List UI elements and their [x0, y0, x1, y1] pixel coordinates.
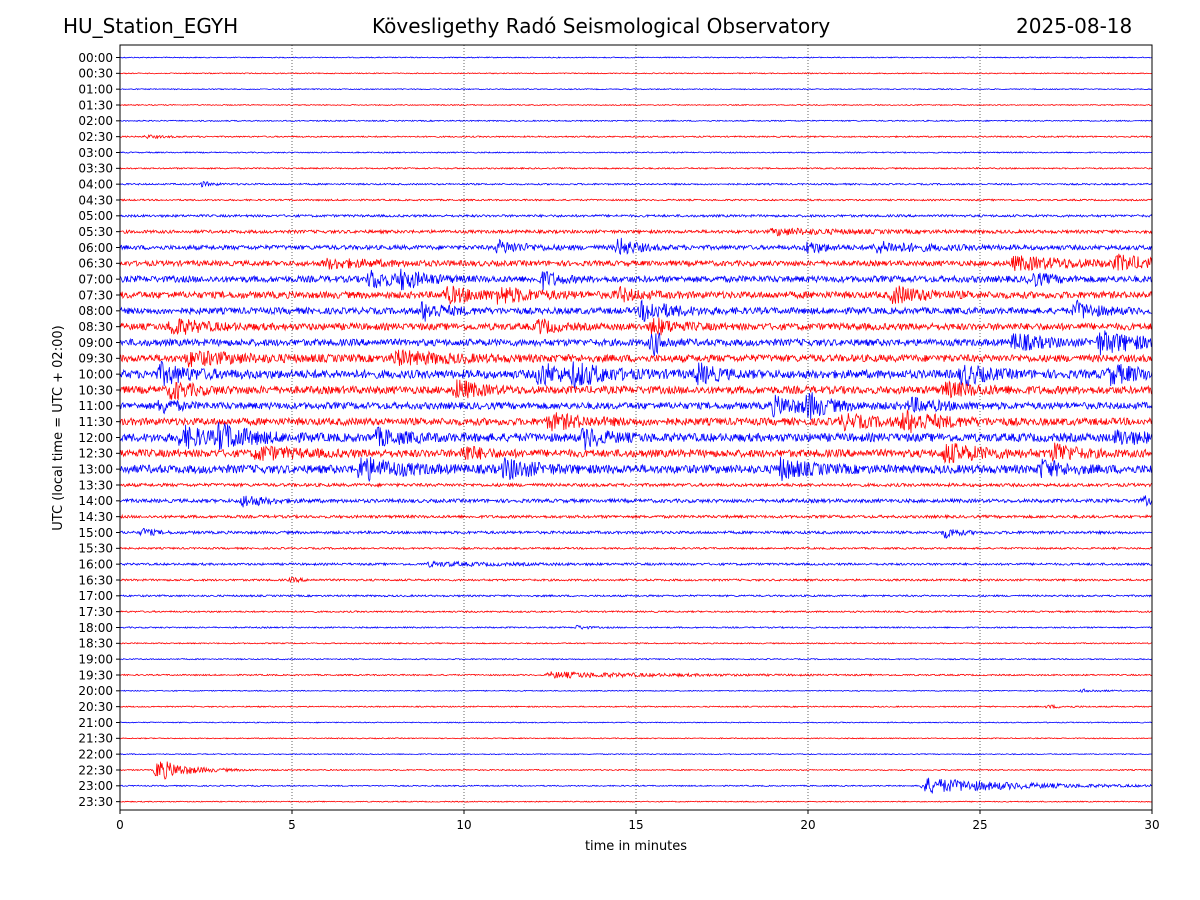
trace-0700 — [119, 268, 1153, 291]
y-tick-label: 22:30 — [78, 763, 113, 777]
y-tick-label: 05:00 — [78, 209, 113, 223]
y-tick-label: 03:00 — [78, 146, 113, 160]
y-tick-label: 00:30 — [78, 67, 113, 81]
trace-0430 — [119, 198, 1153, 202]
y-tick-label: 11:00 — [78, 399, 113, 413]
y-tick-label: 02:00 — [78, 114, 113, 128]
trace-2230 — [119, 761, 1153, 780]
y-tick-label: 07:00 — [78, 272, 113, 286]
y-tick-label: 10:00 — [78, 367, 113, 381]
y-tick-label: 13:30 — [78, 478, 113, 492]
y-tick-label: 10:30 — [78, 383, 113, 397]
y-tick-label: 01:00 — [78, 82, 113, 96]
y-tick-label: 16:00 — [78, 557, 113, 571]
y-tick-label: 09:00 — [78, 336, 113, 350]
y-tick-label: 23:00 — [78, 779, 113, 793]
trace-0830 — [119, 317, 1153, 336]
y-tick-label: 08:00 — [78, 304, 113, 318]
trace-1330 — [119, 481, 1153, 489]
y-tick-label: 19:30 — [78, 668, 113, 682]
x-tick-label: 30 — [1144, 818, 1159, 832]
trace-1730 — [119, 609, 1153, 614]
x-tick-label: 25 — [972, 818, 987, 832]
y-tick-label: 04:30 — [78, 193, 113, 207]
trace-1600 — [119, 560, 1153, 568]
y-tick-label: 17:30 — [78, 605, 113, 619]
x-tick-label: 15 — [628, 818, 643, 832]
y-tick-label: 07:30 — [78, 288, 113, 302]
y-tick-label: 23:30 — [78, 795, 113, 809]
trace-0630 — [119, 253, 1153, 272]
y-tick-label: 21:00 — [78, 716, 113, 730]
chart-title: Kövesligethy Radó Seismological Observat… — [372, 14, 831, 38]
trace-1630 — [119, 576, 1153, 584]
trace-1700 — [119, 593, 1153, 598]
station-name: HU_Station_EGYH — [63, 14, 239, 38]
trace-1400 — [119, 495, 1153, 508]
trace-0100 — [119, 88, 1153, 91]
y-tick-label: 06:30 — [78, 257, 113, 271]
y-tick-label: 06:00 — [78, 241, 113, 255]
trace-0030 — [119, 72, 1153, 75]
y-tick-label: 08:30 — [78, 320, 113, 334]
y-tick-label: 00:00 — [78, 51, 113, 65]
y-tick-label: 22:00 — [78, 747, 113, 761]
trace-0900 — [119, 330, 1153, 357]
x-tick-label: 5 — [288, 818, 296, 832]
trace-1230 — [119, 442, 1153, 464]
y-tick-label: 12:30 — [78, 447, 113, 461]
grid-lines — [291, 45, 981, 810]
y-tick-label: 15:00 — [78, 526, 113, 540]
x-axis-label: time in minutes — [585, 839, 687, 854]
y-tick-label: 03:30 — [78, 162, 113, 176]
y-tick-label: 17:00 — [78, 589, 113, 603]
y-tick-label: 15:30 — [78, 542, 113, 556]
trace-2100 — [119, 721, 1153, 724]
y-tick-label: 20:00 — [78, 684, 113, 698]
x-tick-label: 20 — [800, 818, 815, 832]
trace-0300 — [119, 151, 1153, 154]
y-tick-label: 04:00 — [78, 177, 113, 191]
chart-date: 2025-08-18 — [1016, 14, 1133, 38]
y-tick-label: 05:30 — [78, 225, 113, 239]
trace-1530 — [119, 546, 1153, 551]
y-tick-label: 20:30 — [78, 700, 113, 714]
y-tick-label: 14:30 — [78, 510, 113, 524]
y-tick-label: 11:30 — [78, 415, 113, 429]
trace-1900 — [119, 657, 1153, 661]
y-tick-label: 13:00 — [78, 462, 113, 476]
trace-1500 — [119, 527, 1153, 539]
trace-0800 — [119, 299, 1153, 322]
x-tick-label: 10 — [456, 818, 471, 832]
x-axis: 0 5 10 15 20 25 30 — [116, 810, 1160, 832]
y-axis-label: UTC (local time = UTC + 02:00) — [51, 325, 66, 530]
trace-1030 — [119, 379, 1153, 401]
y-tick-label: 12:00 — [78, 431, 113, 445]
x-tick-label: 0 — [116, 818, 124, 832]
trace-2030 — [119, 703, 1153, 710]
trace-2200 — [119, 753, 1153, 756]
y-tick-label: 21:30 — [78, 732, 113, 746]
trace-0930 — [119, 349, 1153, 368]
y-tick-label: 16:30 — [78, 573, 113, 587]
y-tick-label: 14:00 — [78, 494, 113, 508]
y-tick-label: 18:00 — [78, 621, 113, 635]
y-tick-label: 01:30 — [78, 98, 113, 112]
y-tick-label: 18:30 — [78, 637, 113, 651]
y-tick-label: 19:00 — [78, 652, 113, 666]
trace-0230 — [119, 134, 1153, 140]
y-tick-label: 09:30 — [78, 352, 113, 366]
y-tick-label: 02:30 — [78, 130, 113, 144]
